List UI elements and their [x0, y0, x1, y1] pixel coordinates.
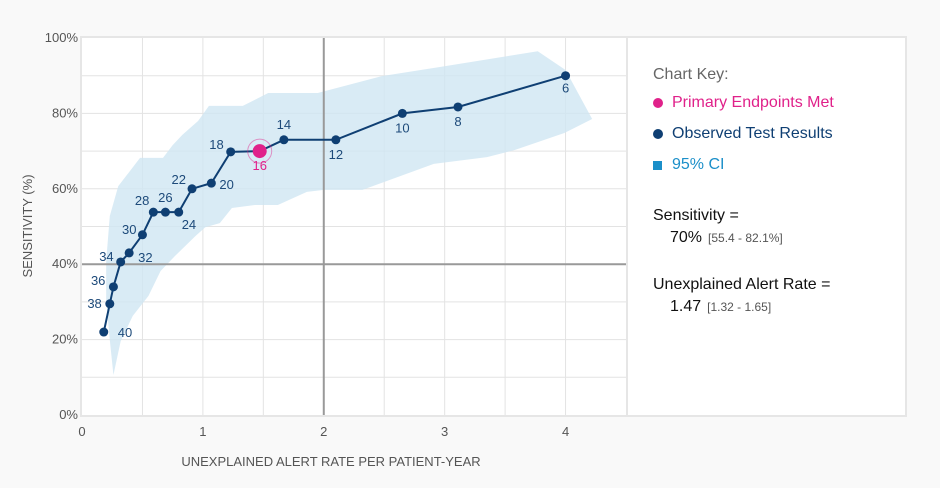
legend-title: Chart Key: [653, 66, 729, 83]
y-axis-ticks: 0% 20% 40% 60% 80% 100% [45, 30, 79, 422]
ci-band [106, 51, 593, 376]
y-tick-label: 40% [52, 256, 78, 271]
data-point [226, 147, 236, 157]
data-label: 28 [135, 193, 149, 208]
y-axis-title: SENSITIVITY (%) [20, 174, 35, 277]
legend-panel: Chart Key: Primary Endpoints Met Observe… [628, 38, 905, 415]
data-label: 22 [172, 172, 186, 187]
x-tick-label: 0 [78, 424, 85, 439]
alert-rate-value-row: 1.47 [1.32 - 1.65] [670, 298, 771, 316]
data-point [174, 207, 184, 217]
data-label: 14 [277, 117, 291, 132]
y-tick-label: 20% [52, 332, 78, 347]
data-point [148, 207, 158, 217]
data-point [116, 257, 126, 267]
data-label: 6 [562, 81, 569, 96]
x-tick-label: 3 [441, 424, 448, 439]
y-tick-label: 100% [45, 30, 79, 45]
legend-item-primary-endpoints: Primary Endpoints Met [653, 94, 834, 112]
data-label: 10 [395, 120, 409, 135]
sensitivity-ci: [55.4 - 82.1%] [708, 231, 783, 245]
data-point [137, 230, 147, 240]
data-point [99, 327, 109, 337]
x-tick-label: 1 [199, 424, 206, 439]
highlight-label: 16 [252, 158, 266, 173]
x-axis-ticks: 0 1 2 3 4 [78, 424, 569, 439]
data-point [331, 135, 341, 145]
data-label: 8 [454, 114, 461, 129]
data-label: 18 [209, 137, 223, 152]
data-label: 34 [99, 249, 113, 264]
data-label: 12 [329, 147, 343, 162]
sensitivity-value: 70% [670, 229, 703, 246]
data-label: 40 [118, 325, 132, 340]
pink-dot-icon [653, 98, 663, 108]
data-label: 24 [182, 217, 196, 232]
data-point [279, 135, 289, 145]
alert-rate-value: 1.47 [670, 298, 702, 315]
legend-item-ci: 95% CI [653, 156, 724, 174]
data-point [105, 299, 115, 309]
highlight-point [252, 144, 267, 159]
x-axis-title: UNEXPLAINED ALERT RATE PER PATIENT-YEAR [181, 454, 480, 469]
x-tick-label: 4 [562, 424, 569, 439]
navy-dot-icon [653, 129, 663, 139]
data-label: 26 [158, 190, 172, 205]
data-point [397, 108, 407, 118]
legend-item-observed-results: Observed Test Results [653, 125, 833, 143]
alert-rate-label: Unexplained Alert Rate = [653, 276, 831, 293]
y-tick-label: 80% [52, 105, 78, 120]
reference-lines [82, 38, 626, 415]
data-point [160, 207, 170, 217]
x-tick-label: 2 [320, 424, 327, 439]
alert-rate-ci: [1.32 - 1.65] [707, 300, 772, 314]
highlight-group: 16 [247, 138, 273, 173]
sensitivity-label: Sensitivity = [653, 207, 739, 224]
y-tick-label: 0% [59, 407, 78, 422]
data-label: 30 [122, 222, 136, 237]
data-point [187, 184, 197, 194]
data-point [124, 248, 134, 258]
sensitivity-value-row: 70% [55.4 - 82.1%] [670, 229, 783, 247]
legend-label: Primary Endpoints Met [672, 94, 834, 111]
data-label: 36 [91, 273, 105, 288]
data-label: 38 [87, 296, 101, 311]
highlight-ring [247, 138, 273, 164]
legend-label: 95% CI [672, 156, 725, 173]
data-point [108, 282, 118, 292]
blue-square-icon [653, 160, 662, 170]
y-tick-label: 60% [52, 181, 78, 196]
data-point [453, 102, 463, 112]
data-point [561, 71, 571, 81]
data-point [206, 178, 216, 188]
data-label: 32 [138, 250, 152, 265]
data-label: 20 [219, 177, 233, 192]
legend-label: Observed Test Results [672, 125, 833, 142]
